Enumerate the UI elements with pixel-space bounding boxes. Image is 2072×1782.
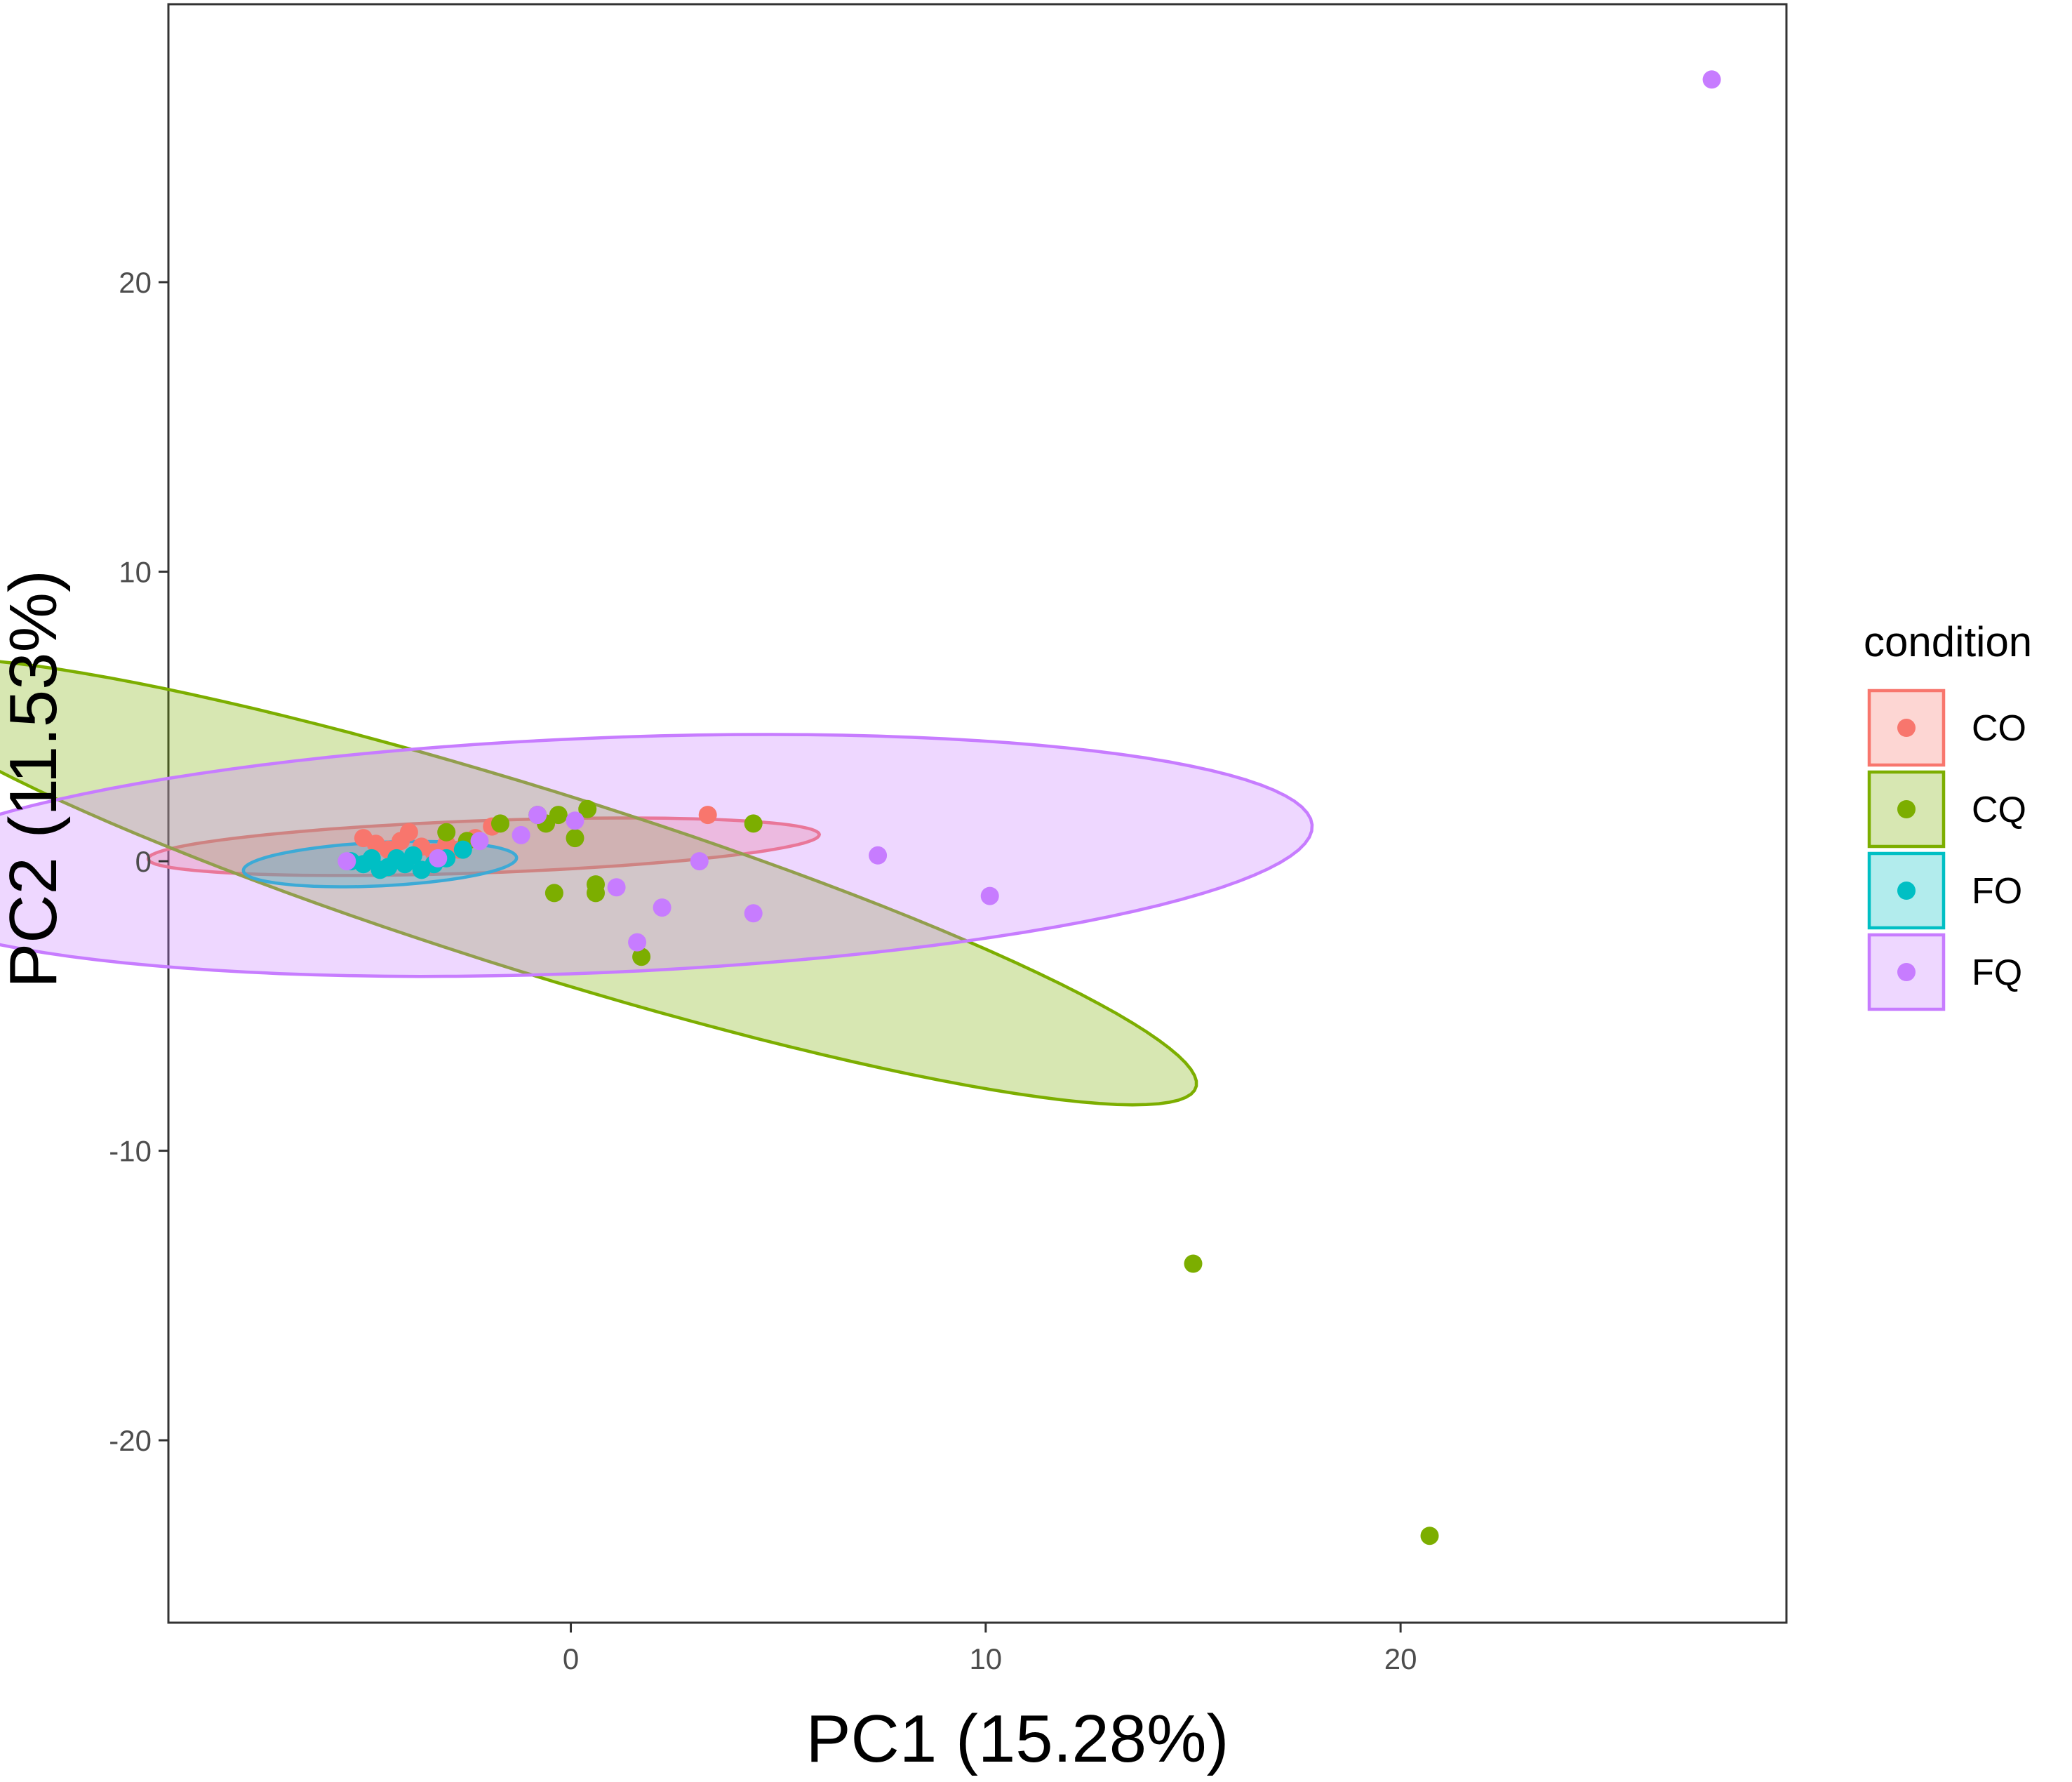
y-tick-label: -10 bbox=[109, 1135, 152, 1168]
legend-dot-co bbox=[1897, 719, 1916, 737]
point-cq-6 bbox=[566, 829, 584, 848]
point-fq-9 bbox=[690, 852, 709, 871]
point-cq-0 bbox=[437, 823, 456, 842]
point-fq-0 bbox=[337, 852, 356, 871]
point-fq-1 bbox=[429, 849, 448, 867]
point-fq-13 bbox=[1702, 70, 1721, 89]
point-fq-7 bbox=[628, 933, 647, 952]
legend-dot-cq bbox=[1897, 800, 1916, 818]
ellipse-fq bbox=[0, 733, 1314, 978]
point-cq-13 bbox=[1184, 1254, 1203, 1273]
legend: condition CO CQ FO FQ bbox=[1864, 618, 2032, 1011]
point-cq-14 bbox=[1420, 1527, 1439, 1545]
point-fq-8 bbox=[653, 898, 671, 917]
y-axis-ticks: -20 -10 0 10 20 bbox=[109, 266, 168, 1457]
point-fq-2 bbox=[470, 832, 489, 851]
legend-label-co: CO bbox=[1972, 708, 2026, 749]
y-tick-label: 10 bbox=[119, 556, 152, 589]
point-fq-5 bbox=[566, 811, 584, 830]
point-fo-11 bbox=[453, 840, 472, 859]
data-points bbox=[337, 70, 1721, 1545]
point-fq-6 bbox=[607, 878, 626, 897]
y-tick-label: 0 bbox=[135, 845, 152, 878]
point-cq-5 bbox=[549, 806, 568, 825]
legend-label-fo: FO bbox=[1972, 871, 2022, 912]
y-axis-title: PC2 (11.53%) bbox=[0, 570, 71, 988]
point-fq-12 bbox=[980, 886, 999, 905]
x-tick-label: 0 bbox=[563, 1642, 579, 1675]
point-fq-4 bbox=[528, 806, 547, 825]
point-co-4 bbox=[399, 823, 418, 842]
x-axis-title: PC1 (15.28%) bbox=[806, 1701, 1229, 1776]
point-cq-10 bbox=[587, 884, 605, 903]
point-cq-2 bbox=[491, 814, 509, 833]
point-fo-7 bbox=[403, 846, 422, 865]
point-cq-7 bbox=[578, 799, 597, 818]
legend-dot-fo bbox=[1897, 882, 1916, 900]
x-tick-label: 10 bbox=[969, 1642, 1002, 1675]
plot-panel bbox=[167, 3, 1788, 1624]
y-tick-label: 20 bbox=[119, 266, 152, 299]
point-cq-8 bbox=[544, 884, 563, 903]
point-cq-12 bbox=[744, 814, 763, 833]
point-co-11 bbox=[698, 806, 717, 825]
x-tick-label: 20 bbox=[1384, 1642, 1417, 1675]
legend-label-cq: CQ bbox=[1972, 790, 2026, 830]
point-fq-10 bbox=[744, 904, 763, 923]
point-fq-3 bbox=[512, 825, 530, 844]
legend-key-co bbox=[1867, 689, 1946, 767]
y-tick-label: -20 bbox=[109, 1424, 152, 1457]
point-cq-11 bbox=[632, 947, 651, 966]
x-axis-ticks: 0 10 20 bbox=[563, 1623, 1417, 1675]
legend-label-fq: FQ bbox=[1972, 952, 2022, 993]
legend-title: condition bbox=[1864, 618, 2032, 665]
legend-dot-fq bbox=[1897, 963, 1916, 981]
point-fq-11 bbox=[869, 846, 888, 865]
